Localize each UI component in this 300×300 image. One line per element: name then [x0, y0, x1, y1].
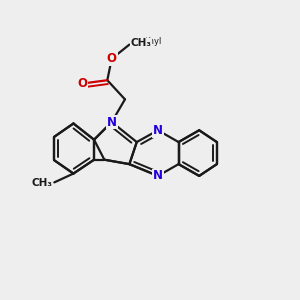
Text: N: N — [153, 124, 163, 137]
Text: CH₃: CH₃ — [32, 178, 53, 188]
Text: CH₃: CH₃ — [131, 38, 152, 48]
Text: N: N — [107, 116, 117, 128]
Text: O: O — [77, 77, 87, 90]
Text: O: O — [107, 52, 117, 65]
Text: methyl: methyl — [132, 37, 162, 46]
Text: N: N — [153, 169, 163, 182]
